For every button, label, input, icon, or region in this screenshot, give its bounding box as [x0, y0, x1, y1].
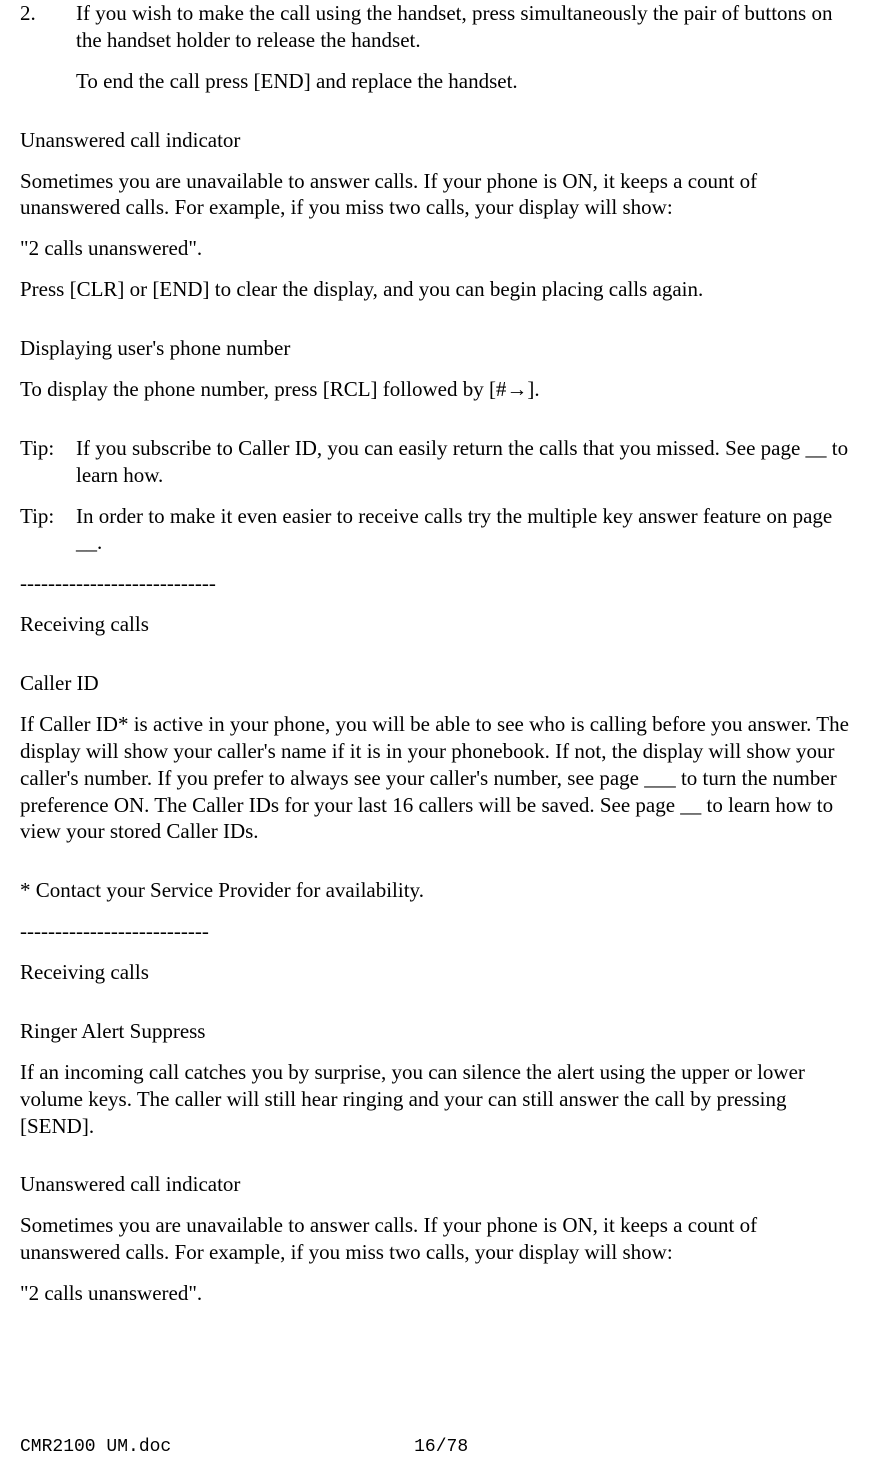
separator-line: ----------------------------: [20, 570, 861, 597]
section-heading-unanswered: Unanswered call indicator: [20, 127, 861, 154]
body-text: Sometimes you are unavailable to answer …: [20, 168, 861, 222]
section-heading-caller-id: Caller ID: [20, 670, 861, 697]
numbered-step-2: 2. If you wish to make the call using th…: [20, 0, 861, 54]
body-text: "2 calls unanswered".: [20, 1280, 861, 1307]
footnote-text: * Contact your Service Provider for avai…: [20, 877, 861, 904]
footer-filename: CMR2100 UM.doc: [20, 1437, 171, 1457]
footer-page-number: 16/78: [171, 1437, 861, 1457]
body-text: To display the phone number, press [RCL]…: [20, 376, 861, 403]
page-footer: CMR2100 UM.doc 16/78: [20, 1437, 861, 1457]
section-heading-receiving: Receiving calls: [20, 959, 861, 986]
tip-item: Tip: In order to make it even easier to …: [20, 503, 861, 557]
body-text: "2 calls unanswered".: [20, 235, 861, 262]
tip-body: In order to make it even easier to recei…: [76, 503, 861, 557]
section-heading-unanswered: Unanswered call indicator: [20, 1171, 861, 1198]
document-page: 2. If you wish to make the call using th…: [0, 0, 881, 1481]
separator-line: ---------------------------: [20, 918, 861, 945]
tip-label: Tip:: [20, 503, 76, 557]
step-text: If you wish to make the call using the h…: [76, 0, 861, 54]
body-text: Press [CLR] or [END] to clear the displa…: [20, 276, 861, 303]
section-heading-receiving: Receiving calls: [20, 611, 861, 638]
body-text: Sometimes you are unavailable to answer …: [20, 1212, 861, 1266]
step-continuation: To end the call press [END] and replace …: [76, 68, 861, 95]
step-number: 2.: [20, 0, 76, 54]
tip-label: Tip:: [20, 435, 76, 489]
tip-item: Tip: If you subscribe to Caller ID, you …: [20, 435, 861, 489]
section-heading-display-number: Displaying user's phone number: [20, 335, 861, 362]
tip-body: If you subscribe to Caller ID, you can e…: [76, 435, 861, 489]
body-text: If an incoming call catches you by surpr…: [20, 1059, 861, 1140]
section-heading-ringer-suppress: Ringer Alert Suppress: [20, 1018, 861, 1045]
body-text: If Caller ID* is active in your phone, y…: [20, 711, 861, 845]
